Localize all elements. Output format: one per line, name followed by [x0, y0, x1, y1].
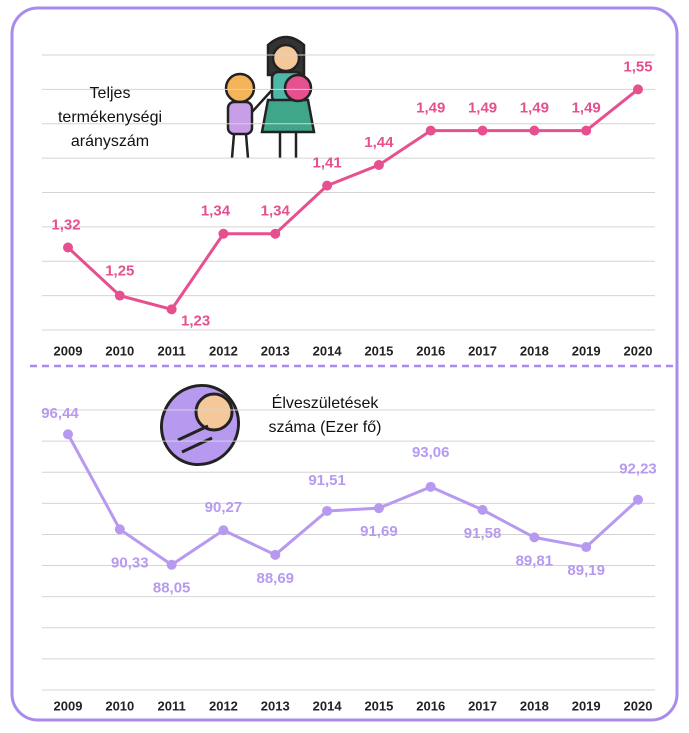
point — [581, 126, 591, 136]
annotation: száma (Ezer fő) — [269, 419, 382, 436]
x-tick-label: 2019 — [572, 343, 601, 358]
x-tick-label: 2011 — [158, 343, 186, 358]
point — [115, 524, 125, 534]
value-label: 96,44 — [41, 405, 79, 422]
value-label: 1,49 — [416, 100, 445, 117]
x-tick-label: 2015 — [364, 343, 393, 358]
value-label: 92,23 — [619, 461, 657, 478]
baby-icon — [147, 371, 253, 478]
value-label: 90,33 — [111, 554, 149, 571]
x-tick-label: 2012 — [209, 343, 238, 358]
value-label: 1,25 — [105, 263, 134, 280]
x-tick-label: 2020 — [624, 343, 653, 358]
point — [218, 229, 228, 239]
value-label: 88,69 — [256, 570, 294, 587]
value-label: 1,32 — [51, 216, 80, 233]
x-tick-label: 2015 — [364, 698, 393, 713]
point — [529, 532, 539, 542]
value-label: 91,51 — [308, 472, 346, 489]
value-label: 91,58 — [464, 525, 502, 542]
point — [63, 243, 73, 253]
point — [167, 304, 177, 314]
point — [478, 505, 488, 515]
x-tick-label: 2014 — [313, 698, 343, 713]
x-tick-label: 2012 — [209, 698, 238, 713]
point — [63, 429, 73, 439]
point — [167, 560, 177, 570]
annotation: Élveszületések — [272, 393, 380, 412]
value-label: 90,27 — [205, 499, 243, 516]
annotation: arányszám — [71, 133, 149, 150]
value-label: 93,06 — [412, 444, 450, 461]
value-label: 1,34 — [201, 203, 231, 220]
x-tick-label: 2017 — [468, 343, 497, 358]
point — [322, 506, 332, 516]
annotation: termékenységi — [58, 109, 162, 126]
x-tick-label: 2009 — [54, 698, 83, 713]
value-label: 1,23 — [181, 312, 210, 329]
value-label: 89,19 — [567, 562, 605, 579]
value-label: 88,05 — [153, 580, 191, 597]
point — [529, 126, 539, 136]
x-tick-label: 2017 — [468, 698, 497, 713]
x-tick-label: 2010 — [105, 698, 134, 713]
x-tick-label: 2019 — [572, 698, 601, 713]
point — [374, 503, 384, 513]
point — [270, 550, 280, 560]
value-label: 91,69 — [360, 523, 398, 540]
value-label: 1,49 — [468, 100, 497, 117]
x-tick-label: 2020 — [624, 698, 653, 713]
value-label: 1,44 — [364, 134, 394, 151]
point — [581, 542, 591, 552]
x-tick-label: 2009 — [54, 343, 83, 358]
annotation: Teljes — [90, 85, 131, 102]
line — [68, 434, 638, 565]
point — [374, 160, 384, 170]
x-tick-label: 2016 — [416, 698, 445, 713]
x-tick-label: 2018 — [520, 343, 549, 358]
x-tick-label: 2013 — [261, 343, 290, 358]
point — [633, 84, 643, 94]
point — [115, 291, 125, 301]
point — [322, 181, 332, 191]
value-label: 89,81 — [516, 552, 554, 569]
point — [426, 126, 436, 136]
value-label: 1,34 — [261, 203, 291, 220]
point — [426, 482, 436, 492]
point — [218, 525, 228, 535]
value-label: 1,41 — [312, 155, 341, 172]
x-tick-label: 2016 — [416, 343, 445, 358]
x-tick-label: 2011 — [158, 698, 186, 713]
x-tick-label: 2010 — [105, 343, 134, 358]
value-label: 1,49 — [572, 100, 601, 117]
point — [633, 495, 643, 505]
point — [270, 229, 280, 239]
value-label: 1,55 — [623, 58, 652, 75]
x-tick-label: 2018 — [520, 698, 549, 713]
value-label: 1,49 — [520, 100, 549, 117]
chart: 2009 2010 2011 2012 2013 2014 2015 2016 2017 2018… — [0, 0, 689, 728]
x-tick-label: 2014 — [313, 343, 343, 358]
point — [478, 126, 488, 136]
x-tick-label: 2013 — [261, 698, 290, 713]
